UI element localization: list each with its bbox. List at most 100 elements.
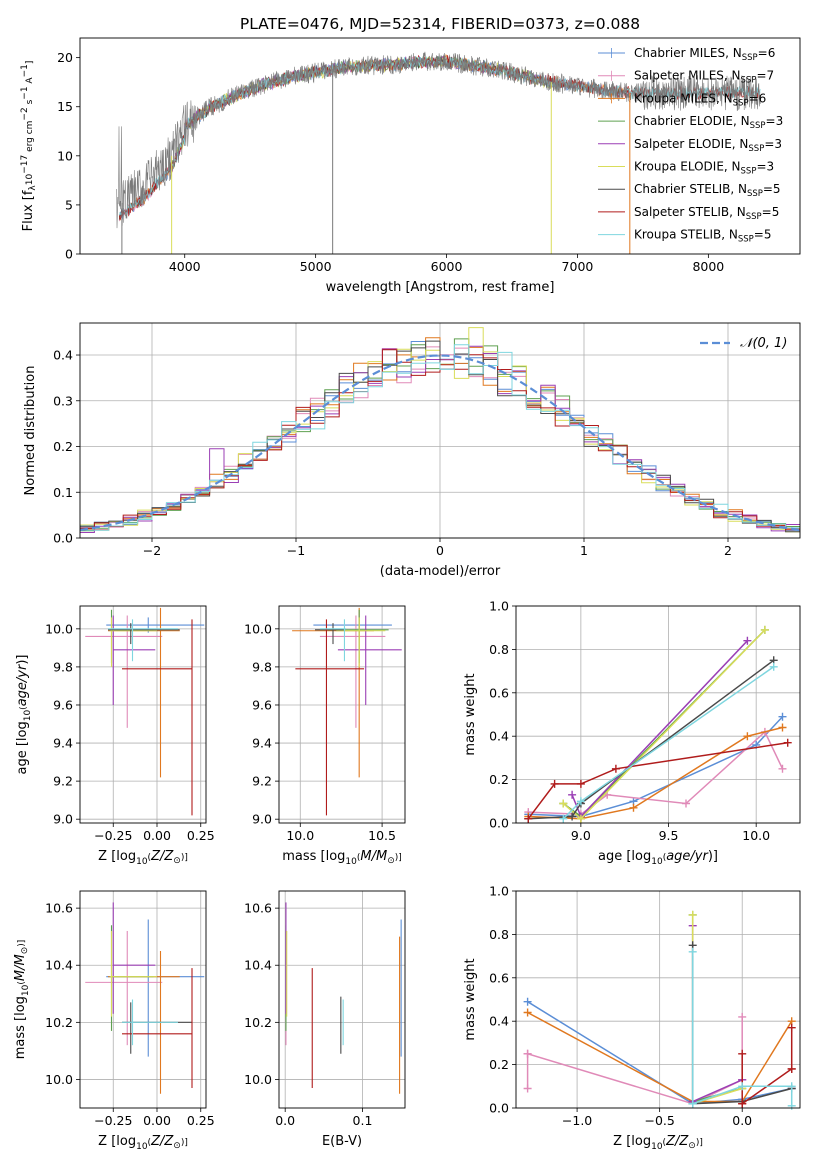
y-tick-label: 10 bbox=[57, 148, 73, 163]
x-axis-label: E(B-V) bbox=[322, 1134, 362, 1149]
y-tick-label: 10.6 bbox=[45, 901, 73, 916]
y-tick-label: 9.2 bbox=[53, 774, 73, 789]
spectrum-data bbox=[116, 51, 761, 229]
y-tick-label: 10.0 bbox=[45, 621, 73, 636]
weight-point-kroupa-stelib bbox=[688, 1099, 697, 1108]
y-tick-label: 0.4 bbox=[489, 1014, 509, 1029]
weight-point-chabrier-miles bbox=[778, 712, 787, 721]
x-tick-label: 5000 bbox=[300, 259, 332, 274]
weight-point-chabrier-stelib bbox=[568, 812, 577, 821]
y-tick-label: 0.0 bbox=[53, 531, 73, 546]
weight-line-chabrier-elodie bbox=[691, 914, 743, 1103]
weight-point-salpeter-miles bbox=[523, 1084, 532, 1093]
x-tick-label: 0.0 bbox=[732, 1113, 752, 1128]
x-tick-label: 4000 bbox=[169, 259, 201, 274]
mass-weight-vs-metallicity-panel: −1.0 −0.5 0.0 0.0 0.2 0.4 0.6 0.8 1.0 Z [log10(Z/… bbox=[463, 884, 801, 1152]
x-tick-label: −2 bbox=[143, 543, 161, 558]
weight-point-kroupa-stelib bbox=[559, 814, 568, 823]
legend-label-chabrier-miles: Chabrier MILES, NSSP=6 bbox=[634, 46, 775, 63]
weight-point-kroupa-stelib bbox=[787, 1101, 796, 1110]
weight-point-salpeter-elodie bbox=[743, 636, 752, 645]
weight-point-kroupa-stelib bbox=[769, 662, 778, 671]
y-tick-label: 9.8 bbox=[252, 659, 272, 674]
x-tick-label: 10.5 bbox=[368, 828, 396, 843]
x-tick-label: 0.0 bbox=[275, 1113, 295, 1128]
y-tick-label: 10.2 bbox=[244, 1015, 272, 1030]
y-tick-label: 0.3 bbox=[53, 393, 73, 408]
weight-point-kroupa-miles bbox=[523, 1008, 532, 1017]
y-tick-label: 10.0 bbox=[45, 1072, 73, 1087]
legend-label-chabrier-stelib: Chabrier STELIB, NSSP=5 bbox=[634, 182, 781, 199]
x-tick-label: 6000 bbox=[431, 259, 463, 274]
y-tick-label: 10.4 bbox=[45, 958, 73, 973]
y-tick-label: 0.6 bbox=[489, 970, 509, 985]
y-tick-label: 10.0 bbox=[244, 621, 272, 636]
axes-frame bbox=[278, 890, 406, 1109]
x-tick-label: 9.5 bbox=[659, 828, 679, 843]
weight-line-kroupa-miles bbox=[527, 1011, 793, 1103]
weight-point-salpeter-elodie bbox=[568, 790, 577, 799]
y-tick-label: 0.6 bbox=[489, 685, 509, 700]
weight-line-kroupa-elodie bbox=[691, 914, 743, 1105]
axes-frame bbox=[515, 890, 801, 1109]
y-tick-label: 0.0 bbox=[489, 1101, 509, 1116]
residuals-panel: −2 −1 0 1 2 0.0 0.1 0.2 0.3 0.4 (data-model)/error… bbox=[23, 322, 801, 579]
y-tick-label: 9.6 bbox=[252, 697, 272, 712]
x-tick-label: 1 bbox=[580, 543, 588, 558]
weight-point-salpeter-stelib bbox=[550, 779, 559, 788]
weight-point-kroupa-stelib bbox=[787, 1082, 796, 1091]
x-axis-label: Z [log10(Z/Z⊙)] bbox=[98, 849, 188, 867]
axes-frame bbox=[79, 890, 207, 1109]
weight-line-chabrier-miles bbox=[528, 716, 784, 818]
y-axis-label: mass [log10(M/M⊙)] bbox=[13, 940, 31, 1060]
y-tick-label: 0.8 bbox=[489, 642, 509, 657]
axes-frame bbox=[79, 37, 801, 255]
axes-frame bbox=[79, 322, 801, 539]
x-tick-label: 0.00 bbox=[143, 828, 171, 843]
y-tick-label: 5 bbox=[65, 197, 73, 212]
y-tick-label: 9.2 bbox=[252, 774, 272, 789]
y-tick-label: 0.2 bbox=[53, 439, 73, 454]
y-tick-label: 10.6 bbox=[244, 901, 272, 916]
axes-frame bbox=[79, 605, 207, 824]
y-axis-label: mass weight bbox=[463, 958, 478, 1040]
legend-label-kroupa-miles: Kroupa MILES, NSSP=6 bbox=[634, 91, 766, 108]
weight-point-salpeter-stelib bbox=[738, 1099, 747, 1108]
y-tick-label: 0 bbox=[65, 247, 73, 262]
y-tick-label: 0.4 bbox=[489, 729, 509, 744]
weight-point-kroupa-miles bbox=[743, 732, 752, 741]
age-vs-metallicity-panel: −0.25 0.00 0.25 9.0 9.2 9.4 9.6 9.8 10.0 Z [log10… bbox=[15, 605, 215, 867]
x-tick-label: 0.25 bbox=[187, 828, 215, 843]
x-tick-label: −0.25 bbox=[94, 1113, 132, 1128]
mass-weight-vs-age-panel: 9.0 9.5 10.0 0.0 0.2 0.4 0.6 0.8 1.0 age [log10(a… bbox=[463, 599, 801, 867]
weight-point-salpeter-miles bbox=[523, 1049, 532, 1058]
x-axis-label: wavelength [Angstrom, rest frame] bbox=[326, 280, 555, 295]
x-axis-label: Z [log10(Z/Z⊙)] bbox=[98, 1134, 188, 1152]
y-axis-label: Flux [fλ10−17 erg cm−2 s−1 A−1] bbox=[20, 61, 38, 232]
legend-label-salpeter-stelib: Salpeter STELIB, NSSP=5 bbox=[634, 205, 779, 222]
y-tick-label: 1.0 bbox=[489, 884, 509, 899]
x-tick-label: 10.0 bbox=[742, 828, 770, 843]
axes-frame bbox=[515, 605, 801, 824]
gaussian-curve bbox=[79, 354, 801, 532]
x-tick-label: −1 bbox=[287, 543, 305, 558]
y-tick-label: 0.4 bbox=[53, 348, 73, 363]
y-tick-label: 10.2 bbox=[45, 1015, 73, 1030]
weight-point-kroupa-elodie bbox=[576, 814, 585, 823]
weight-line-salpeter-stelib bbox=[741, 1027, 793, 1106]
y-tick-label: 10.0 bbox=[244, 1072, 272, 1087]
x-axis-label: Z [log10(Z/Z⊙)] bbox=[613, 1134, 703, 1152]
y-tick-label: 0.2 bbox=[489, 772, 509, 787]
x-tick-label: 0.25 bbox=[187, 1113, 215, 1128]
weight-point-salpeter-miles bbox=[778, 764, 787, 773]
weight-point-kroupa-elodie bbox=[760, 625, 769, 634]
mass-vs-ebv-panel: 0.0 0.1 10.0 10.2 10.4 10.6 E(B-V) bbox=[244, 890, 406, 1149]
x-tick-label: −0.5 bbox=[644, 1113, 674, 1128]
weight-point-salpeter-stelib bbox=[576, 779, 585, 788]
y-axis-label: mass weight bbox=[463, 673, 478, 755]
weight-point-kroupa-stelib bbox=[688, 947, 697, 956]
weight-line-chabrier-stelib bbox=[528, 659, 775, 820]
axes-frame bbox=[278, 605, 406, 824]
y-tick-label: 10.4 bbox=[244, 958, 272, 973]
